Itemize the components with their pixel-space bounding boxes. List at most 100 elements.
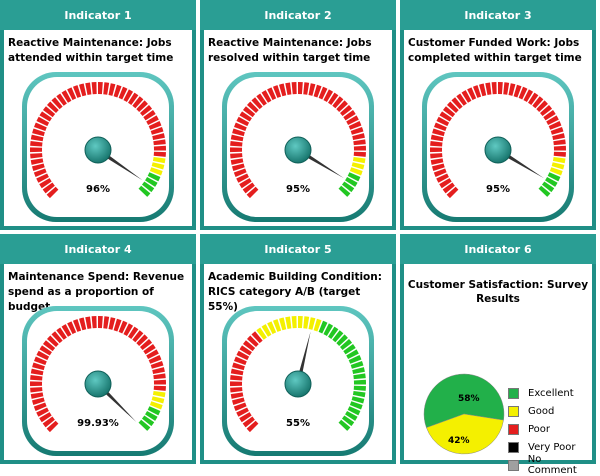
gauge-tick bbox=[42, 416, 55, 428]
gauge-tick bbox=[491, 82, 497, 95]
gauge-tick bbox=[303, 316, 310, 329]
gauge-tick bbox=[85, 316, 92, 329]
indicator-header: Indicator 3 bbox=[400, 0, 596, 30]
gauge-tick bbox=[232, 163, 245, 172]
gauge-tick bbox=[30, 153, 43, 159]
gauge-tick bbox=[233, 402, 247, 412]
gauge-tick bbox=[279, 317, 287, 331]
indicator-title: Maintenance Spend: Revenue spend as a pr… bbox=[8, 271, 185, 313]
gauge-tick bbox=[230, 381, 243, 387]
gauge-tick bbox=[232, 397, 245, 406]
indicator-body: Maintenance Spend: Revenue spend as a pr… bbox=[4, 264, 192, 460]
gauge-tick bbox=[546, 115, 559, 125]
gauge-tick bbox=[153, 385, 166, 391]
gauge-tick bbox=[538, 185, 551, 197]
gauge-tick bbox=[32, 362, 45, 371]
gauge-tick bbox=[251, 331, 263, 344]
gauge-tick bbox=[33, 402, 47, 412]
gauge-tick bbox=[242, 416, 255, 428]
gauge-tick bbox=[430, 158, 444, 165]
gauge-tick bbox=[323, 323, 334, 337]
gauge-tick bbox=[30, 374, 43, 381]
gauge-tick bbox=[298, 82, 303, 95]
gauge-tick bbox=[42, 182, 55, 194]
gauge-tick bbox=[56, 327, 67, 340]
gauge-tick bbox=[472, 85, 482, 98]
gauge-tick bbox=[347, 172, 361, 182]
gauge-tick bbox=[98, 316, 103, 329]
gauge-tick bbox=[352, 157, 366, 164]
indicator-title: Reactive Maintenance: Jobs attended with… bbox=[8, 37, 174, 64]
gauge-hub bbox=[284, 370, 312, 398]
gauge-tick bbox=[541, 181, 555, 193]
gauge-tick bbox=[136, 100, 148, 112]
gauge-tick bbox=[85, 82, 92, 95]
gauge-tick bbox=[32, 397, 45, 406]
gauge-tick bbox=[242, 182, 255, 194]
gauge-tick bbox=[103, 316, 110, 329]
gauge-tick bbox=[446, 101, 459, 113]
gauge-tick bbox=[246, 420, 259, 433]
gauge-tick bbox=[234, 356, 247, 366]
gauge-tick bbox=[308, 317, 316, 330]
gauge-tick bbox=[103, 82, 110, 95]
gauge-tick bbox=[152, 391, 166, 398]
gauge-tick bbox=[351, 396, 365, 404]
gauge-tick bbox=[148, 121, 162, 130]
gauge-tick bbox=[318, 320, 328, 334]
gauge-tick bbox=[30, 147, 43, 153]
gauge-tick bbox=[239, 178, 252, 189]
gauge-tick bbox=[79, 317, 87, 331]
gauge-tick bbox=[61, 90, 72, 103]
gauge-tick bbox=[230, 387, 243, 393]
gauge-tick bbox=[347, 406, 361, 416]
gauge-tick bbox=[51, 331, 63, 344]
gauge-tick bbox=[153, 139, 166, 146]
legend-swatch bbox=[508, 459, 519, 471]
indicator-body: Academic Building Condition: RICS catego… bbox=[204, 264, 392, 460]
gauge-tick bbox=[151, 396, 165, 404]
gauge-tick bbox=[36, 173, 49, 183]
gauge-tick bbox=[152, 157, 166, 164]
gauge-tick bbox=[147, 172, 161, 182]
pie-slice-excellent bbox=[423, 373, 505, 429]
gauge-tick bbox=[479, 83, 487, 97]
gauge-tick bbox=[153, 373, 166, 380]
gauge-tick bbox=[232, 128, 245, 137]
gauge-tick bbox=[239, 111, 252, 122]
legend-swatch bbox=[508, 441, 519, 453]
gauge-tick bbox=[67, 321, 77, 335]
gauge-tick bbox=[79, 83, 87, 97]
gauge-tick bbox=[30, 134, 44, 142]
gauge-value: 55% bbox=[286, 418, 310, 429]
gauge-tick bbox=[341, 181, 355, 193]
gauge-tick bbox=[528, 92, 539, 105]
gauge-tick bbox=[132, 330, 144, 343]
legend-swatch bbox=[508, 423, 519, 435]
gauge-tick bbox=[91, 316, 97, 329]
legend-item-poor: Poor bbox=[508, 420, 592, 438]
indicator-body: Reactive Maintenance: Jobs attended with… bbox=[4, 30, 192, 226]
gauge-tick bbox=[291, 82, 297, 95]
gauge-tick bbox=[230, 134, 244, 142]
gauge-tick bbox=[536, 100, 548, 112]
gauge-tick bbox=[118, 86, 128, 100]
gauge-value: 99.93% bbox=[77, 418, 119, 429]
gauge-tick bbox=[56, 93, 67, 106]
indicator-panel-3: Indicator 3 Customer Funded Work: Jobs c… bbox=[400, 0, 596, 230]
gauge-tick bbox=[549, 167, 563, 176]
legend-item-no-comment: No Comment bbox=[508, 454, 592, 476]
gauge-tick bbox=[242, 106, 256, 118]
gauge-tick bbox=[145, 410, 158, 421]
pie-label-good: 42% bbox=[448, 436, 470, 446]
gauge-tick bbox=[285, 316, 292, 329]
gauge-tick bbox=[432, 128, 445, 137]
indicator-header: Indicator 5 bbox=[200, 234, 396, 264]
gauge-tick bbox=[236, 407, 249, 417]
indicator-panel-5: Indicator 5 Academic Building Condition:… bbox=[200, 234, 396, 464]
gauge-tick bbox=[353, 379, 366, 385]
gauge-tick bbox=[136, 334, 148, 346]
gauge-tick bbox=[540, 105, 553, 117]
gauge-tick bbox=[352, 133, 365, 140]
gauge-tick bbox=[547, 172, 561, 182]
